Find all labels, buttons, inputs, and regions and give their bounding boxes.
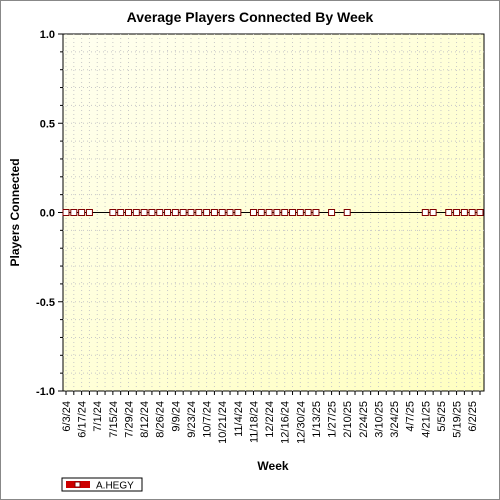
x-axis: 6/3/24 6/17/24 7/1/24 7/15/24 7/29/24 8/12/24… [61,391,481,444]
x-tick-label: 12/30/24 [295,401,307,444]
data-point [281,209,289,216]
x-tick-label: 3/10/25 [373,401,385,438]
x-tick-label: 2/10/25 [342,401,354,438]
x-tick-label: 6/3/24 [61,401,73,432]
data-point [203,209,211,216]
data-point [312,209,320,216]
data-point [187,209,195,216]
x-tick-label: 2/24/25 [358,401,370,438]
x-tick-label: 12/16/24 [280,401,292,444]
x-tick-label: 6/2/25 [467,401,479,432]
x-tick-label: 8/26/24 [155,401,167,438]
data-point [218,209,226,216]
chart-title: Average Players Connected By Week [127,9,374,25]
data-point [109,209,117,216]
y-tick-label: 0.5 [40,118,55,130]
data-point [304,209,312,216]
x-tick-label: 11/18/24 [248,401,260,443]
data-point [343,209,351,216]
data-point [265,209,273,216]
legend: A.HEGY [61,477,143,492]
x-tick-label: 12/2/24 [264,401,276,438]
data-point [132,209,140,216]
data-point [164,209,172,216]
data-point [140,209,148,216]
data-point [445,209,453,216]
x-tick-label: 9/23/24 [186,401,198,438]
x-tick-label: 10/21/24 [217,401,229,444]
data-point [429,209,437,216]
y-axis: 1.0 0.5 0.0 -0.5 -1.0 [36,29,63,398]
data-point [257,209,265,216]
data-point [124,209,132,216]
data-point [210,209,218,216]
data-point [70,209,78,216]
x-tick-label: 7/15/24 [108,401,120,438]
series-a-hegy [62,209,484,216]
data-point [328,209,336,216]
data-point [476,209,484,216]
data-point [296,209,304,216]
data-point [289,209,297,216]
x-tick-label: 7/29/24 [123,401,135,438]
x-tick-label: 6/17/24 [77,401,89,438]
data-point [117,209,125,216]
data-point [453,209,461,216]
data-point [226,209,234,216]
x-tick-label: 5/19/25 [452,401,464,438]
y-tick-label: -0.5 [36,297,55,309]
data-point [62,209,70,216]
y-axis-label: Players Connected [8,158,22,266]
data-point [460,209,468,216]
x-tick-label: 10/7/24 [202,401,214,438]
legend-label: A.HEGY [96,481,134,492]
x-tick-label: 1/27/25 [327,401,339,438]
x-tick-label: 5/5/25 [436,401,448,432]
x-tick-label: 1/13/25 [311,401,323,438]
data-point [273,209,281,216]
y-tick-label: 0.0 [40,208,55,220]
x-tick-label: 9/9/24 [170,401,182,432]
data-point [156,209,164,216]
legend-marker [74,481,81,488]
y-tick-label: -1.0 [36,386,55,398]
data-point [85,209,93,216]
x-tick-label: 4/21/25 [420,401,432,438]
x-tick-label: 8/12/24 [139,401,151,438]
x-tick-label: 4/7/25 [405,401,417,432]
data-point [421,209,429,216]
x-tick-label: 7/1/24 [92,401,104,432]
data-point [171,209,179,216]
data-point [195,209,203,216]
x-axis-label: Week [257,459,288,473]
data-point [249,209,257,216]
data-point [78,209,86,216]
x-tick-label: 11/4/24 [233,401,245,437]
y-tick-label: 1.0 [40,29,55,41]
x-tick-label: 3/24/25 [389,401,401,438]
data-point [148,209,156,216]
data-point [234,209,242,216]
data-point [468,209,476,216]
data-point [179,209,187,216]
